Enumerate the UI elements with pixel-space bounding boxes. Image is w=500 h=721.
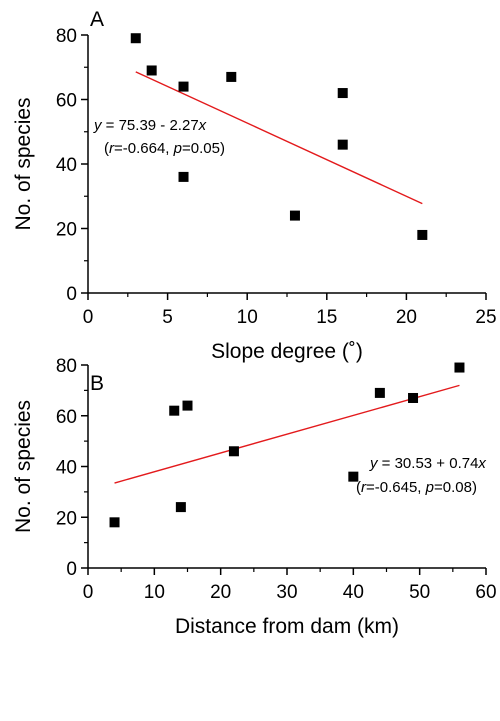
- x-tick-label: 60: [475, 582, 496, 603]
- fit-stats: (r=-0.645, p=0.08): [356, 479, 477, 496]
- x-tick-label: 30: [276, 582, 297, 603]
- y-tick-label: 80: [56, 26, 77, 47]
- y-tick-label: 0: [66, 559, 77, 580]
- x-tick-label: 10: [237, 307, 258, 328]
- eq-var-y: y: [93, 117, 103, 134]
- x-tick-label: 20: [210, 582, 231, 603]
- stats-r: r: [361, 479, 367, 496]
- stats-p-value: =0.08): [434, 479, 477, 496]
- y-axis-title: No. of species: [12, 97, 35, 230]
- data-point: [130, 33, 141, 44]
- eq-var-y: y: [369, 455, 379, 472]
- x-axis-title: Slope degree (˚): [211, 340, 363, 363]
- y-tick-label: 20: [56, 508, 77, 529]
- fit-equation: y = 30.53 + 0.74x: [369, 455, 486, 472]
- data-point: [146, 65, 157, 76]
- y-tick-label: 40: [56, 458, 77, 479]
- data-point: [109, 517, 120, 528]
- panel-label: A: [90, 8, 104, 31]
- x-tick-label: 10: [144, 582, 165, 603]
- x-tick-label: 5: [162, 307, 173, 328]
- data-point: [348, 471, 359, 482]
- data-point: [337, 139, 348, 150]
- eq-body: = 75.39 - 2.27: [102, 117, 199, 134]
- y-tick-label: 80: [56, 356, 77, 377]
- data-point: [178, 81, 189, 92]
- x-tick-label: 20: [396, 307, 417, 328]
- y-tick-label: 60: [56, 91, 77, 112]
- data-point: [182, 400, 193, 411]
- eq-var-x: x: [198, 117, 207, 134]
- x-tick-label: 0: [83, 582, 94, 603]
- y-tick-label: 60: [56, 407, 77, 428]
- data-point: [454, 362, 465, 373]
- x-tick-label: 40: [343, 582, 364, 603]
- x-tick-label: 0: [83, 307, 94, 328]
- stats-open: (: [356, 479, 361, 496]
- data-point: [175, 502, 186, 513]
- stats-p: p: [425, 479, 434, 496]
- data-point: [226, 71, 237, 82]
- stats-p: p: [173, 140, 182, 157]
- data-point: [337, 88, 348, 99]
- stats-open: (: [104, 140, 109, 157]
- x-axis-title: Distance from dam (km): [175, 615, 399, 638]
- data-point: [178, 171, 189, 182]
- data-point: [228, 446, 239, 457]
- regression-line: [114, 384, 460, 484]
- data-point: [289, 210, 300, 221]
- y-axis-title: No. of species: [12, 400, 35, 533]
- panel-label: B: [90, 372, 104, 395]
- data-point: [408, 392, 419, 403]
- stats-p-value: =0.05): [182, 140, 225, 157]
- y-tick-label: 20: [56, 220, 77, 241]
- data-point: [417, 229, 428, 240]
- data-point: [374, 387, 385, 398]
- stats-r: r: [109, 140, 115, 157]
- stats-r-value: =-0.645,: [366, 479, 426, 496]
- data-point: [169, 405, 180, 416]
- y-tick-label: 40: [56, 155, 77, 176]
- fit-equation: y = 75.39 - 2.27x: [93, 117, 207, 134]
- x-tick-label: 50: [409, 582, 430, 603]
- eq-var-x: x: [477, 455, 486, 472]
- regression-line: [135, 71, 423, 205]
- fit-stats: (r=-0.664, p=0.05): [104, 140, 225, 157]
- panel-a: 0 5 10 15 20 25 0 20 40 60 80 Slope degree (˚) No. o…: [12, 8, 497, 363]
- x-tick-label: 15: [316, 307, 337, 328]
- y-tick-label: 0: [66, 284, 77, 305]
- eq-body: = 30.53 + 0.74: [378, 455, 479, 472]
- panel-b: 0 10 20 30 40 50 60 0 20 40 60 80 Distance from dam …: [12, 356, 497, 638]
- stats-r-value: =-0.664,: [114, 140, 174, 157]
- x-tick-label: 25: [475, 307, 496, 328]
